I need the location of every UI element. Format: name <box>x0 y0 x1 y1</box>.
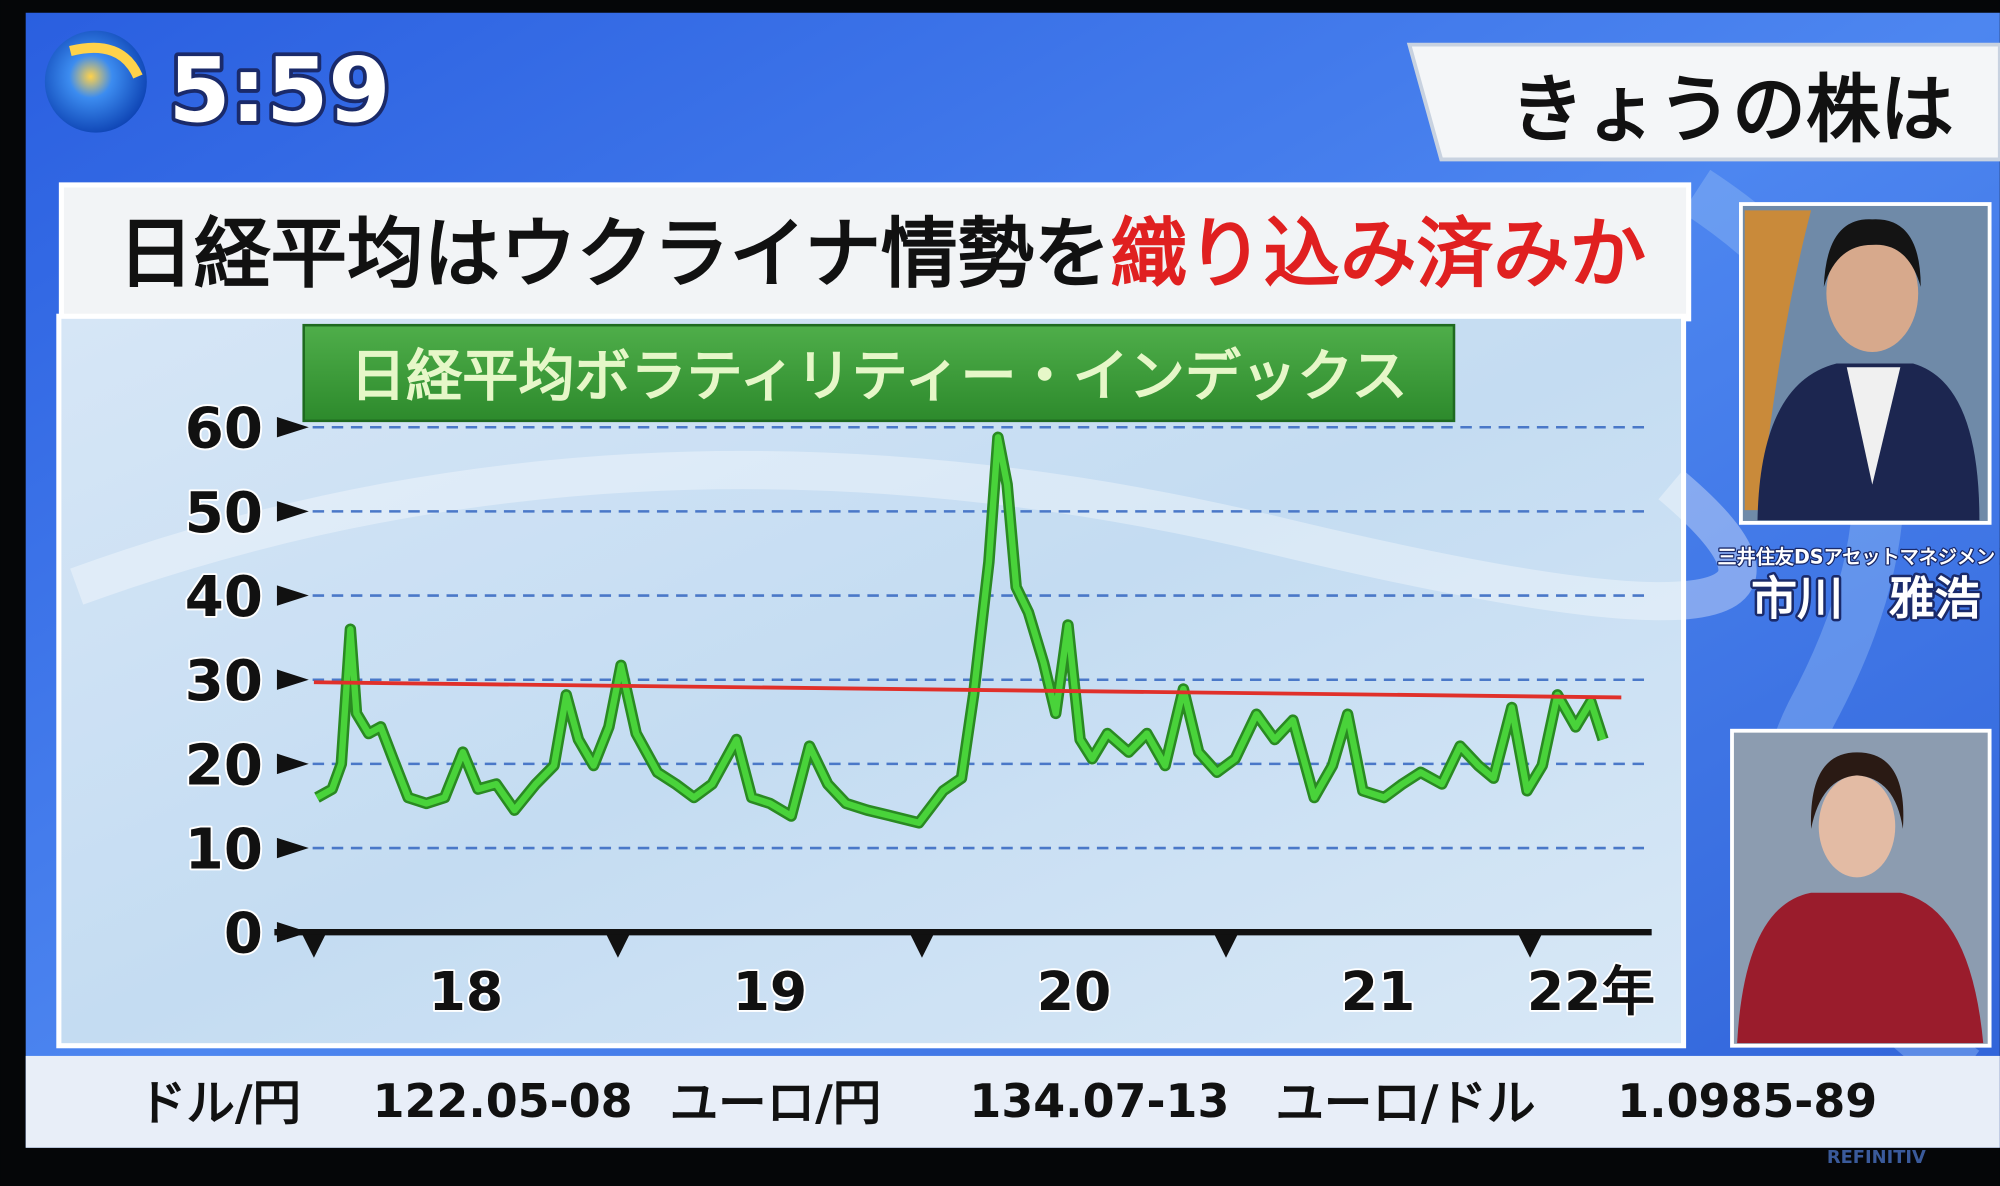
ticker-bar <box>25 1055 2000 1148</box>
volatility-line <box>315 434 1607 826</box>
guest-name: 市川 雅浩 <box>1751 572 1980 626</box>
ticker-label: ユーロ/ドル <box>1275 1076 1535 1132</box>
reference-line <box>313 680 1622 700</box>
y-tick-label: 50 <box>185 481 263 546</box>
plot-area: 0 10 20 30 40 50 60 18 19 20 21 22年 <box>183 395 1657 1025</box>
ticker: ドル/円 122.05-08 ユーロ/円 134.07-13 ユーロ/ドル 1.0985-… <box>138 1074 1877 1132</box>
headline-emphasis: 織り込み済みか <box>1110 211 1646 300</box>
x-tick-label: 18 <box>429 960 504 1023</box>
studio-light <box>1744 210 1812 511</box>
x-tick-mark <box>910 934 934 958</box>
guest-affiliation: 三井住友DSアセットマネジメント <box>1718 546 2000 569</box>
guest-hair <box>1823 219 1921 287</box>
ticker-value: 122.05-08 <box>373 1074 633 1128</box>
y-tick-label: 20 <box>185 733 263 798</box>
guest-shirt <box>1846 367 1901 485</box>
y-tick-label: 10 <box>185 817 263 882</box>
x-tick-mark <box>1214 934 1238 958</box>
y-tick-mark <box>276 501 309 522</box>
anchor-hair <box>1810 752 1904 829</box>
x-tick-label: 21 <box>1341 960 1416 1023</box>
x-tick-label: 19 <box>733 960 808 1023</box>
chart-title-box <box>302 323 1456 423</box>
y-tick-mark <box>276 417 309 438</box>
anchor-face <box>1818 775 1896 878</box>
headline-lead: 日経平均はウクライナ情勢を <box>118 211 1111 300</box>
panel-swirl <box>70 450 1757 621</box>
ticker-label: ドル/円 <box>138 1076 301 1132</box>
ticker-label: ユーロ/円 <box>670 1076 882 1132</box>
ticker-value: 1.0985-89 <box>1617 1074 1877 1128</box>
logo-swoosh <box>69 42 143 79</box>
header-title: きょうの株は <box>1510 67 1954 153</box>
clock: 5:59 <box>169 39 391 143</box>
y-tick-label: 60 <box>185 397 263 462</box>
headline: 日経平均はウクライナ情勢を織り込み済みか <box>118 211 1646 300</box>
x-tick-mark <box>1518 934 1542 958</box>
x-tick-mark <box>606 934 630 958</box>
x-tick-label: 22年 <box>1527 960 1655 1023</box>
y-tick-mark <box>276 753 309 775</box>
guest-face <box>1826 234 1919 352</box>
y-tick-label: 0 <box>224 902 263 967</box>
ticker-value: 134.07-13 <box>969 1074 1229 1128</box>
x-tick-mark <box>302 934 326 958</box>
y-tick-mark <box>276 669 309 690</box>
source: REFINITIV <box>1827 1147 1926 1168</box>
y-tick-mark <box>276 585 309 606</box>
y-tick-mark <box>276 837 309 859</box>
anchor-blouse <box>1737 892 1984 1044</box>
y-tick-label: 30 <box>185 649 263 714</box>
x-tick-label: 20 <box>1037 960 1112 1023</box>
y-tick-label: 40 <box>185 565 263 630</box>
chart-title: 日経平均ボラティリティー・インデックス <box>350 344 1408 409</box>
